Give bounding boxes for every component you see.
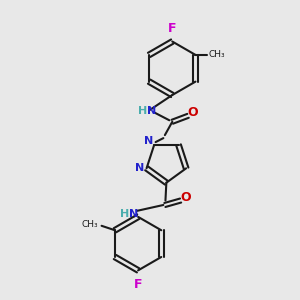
- Text: F: F: [134, 278, 142, 291]
- Text: O: O: [180, 191, 191, 204]
- Text: N: N: [129, 209, 138, 219]
- Text: CH₃: CH₃: [82, 220, 99, 229]
- Text: N: N: [134, 163, 144, 173]
- Text: F: F: [168, 22, 176, 35]
- Text: O: O: [188, 106, 198, 119]
- Text: H: H: [138, 106, 147, 116]
- Text: N: N: [143, 136, 153, 146]
- Text: N: N: [147, 106, 156, 116]
- Text: H: H: [120, 209, 129, 219]
- Text: CH₃: CH₃: [209, 50, 226, 59]
